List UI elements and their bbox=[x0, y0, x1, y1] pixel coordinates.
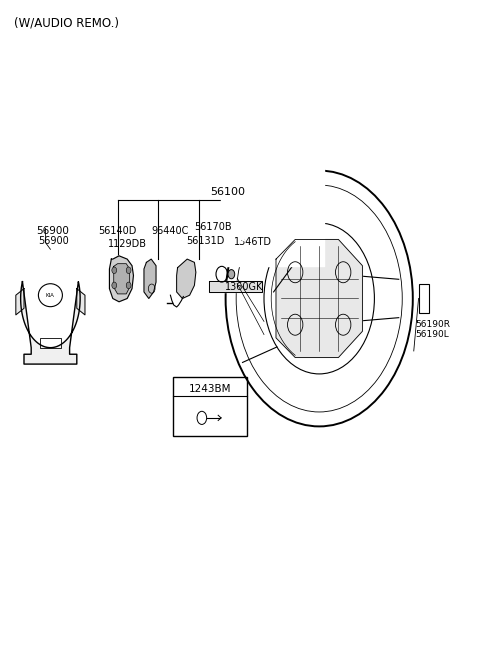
Text: (W/AUDIO REMO.): (W/AUDIO REMO.) bbox=[14, 16, 120, 30]
Text: 56131D: 56131D bbox=[186, 236, 225, 246]
Text: KIA: KIA bbox=[46, 293, 55, 298]
Polygon shape bbox=[144, 259, 156, 298]
Polygon shape bbox=[109, 256, 133, 302]
Text: 56190R: 56190R bbox=[415, 320, 450, 329]
Circle shape bbox=[228, 270, 235, 279]
Text: 56190L: 56190L bbox=[415, 330, 449, 339]
Polygon shape bbox=[16, 289, 24, 315]
Circle shape bbox=[126, 282, 131, 289]
Polygon shape bbox=[209, 281, 262, 292]
Circle shape bbox=[112, 282, 117, 289]
Text: 96440C: 96440C bbox=[151, 226, 189, 236]
Polygon shape bbox=[177, 259, 196, 298]
Text: 1346TD: 1346TD bbox=[234, 237, 272, 247]
Text: 56170B: 56170B bbox=[194, 222, 232, 232]
Text: 56140D: 56140D bbox=[98, 226, 137, 236]
Circle shape bbox=[112, 267, 117, 274]
Circle shape bbox=[126, 267, 131, 274]
Polygon shape bbox=[276, 239, 362, 358]
Text: 1360GK: 1360GK bbox=[225, 282, 263, 292]
Text: 56900: 56900 bbox=[36, 226, 69, 236]
Text: 56100: 56100 bbox=[211, 187, 245, 197]
Polygon shape bbox=[21, 281, 80, 364]
Polygon shape bbox=[77, 289, 85, 315]
Polygon shape bbox=[114, 264, 130, 294]
Text: 1129DB: 1129DB bbox=[108, 239, 147, 249]
Text: 56900: 56900 bbox=[38, 236, 69, 246]
Text: 1243BM: 1243BM bbox=[189, 384, 231, 394]
